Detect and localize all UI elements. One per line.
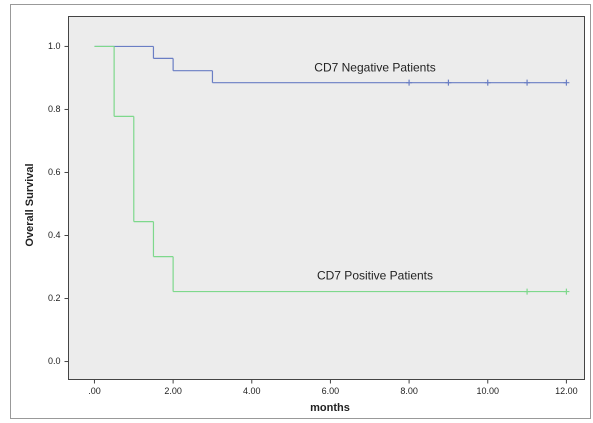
- censor-mark: [406, 79, 413, 86]
- x-tick-label: 12.00: [555, 386, 578, 396]
- x-axis-label: months: [310, 402, 350, 414]
- censor-mark: [445, 79, 452, 86]
- x-tick-label: 6.00: [322, 386, 340, 396]
- x-tick-label: 10.00: [476, 386, 499, 396]
- y-axis-label: Overall Survival: [24, 163, 36, 246]
- y-tick-label: 0.0: [48, 356, 61, 366]
- censor-mark: [563, 79, 570, 86]
- series-label: CD7 Positive Patients: [317, 269, 433, 283]
- y-tick-label: 0.4: [48, 230, 61, 240]
- y-tick-label: 1.0: [48, 41, 61, 51]
- series-label: CD7 Negative Patients: [314, 61, 435, 75]
- x-tick-label: 8.00: [400, 386, 418, 396]
- y-tick-label: 0.8: [48, 104, 61, 114]
- censor-mark: [524, 79, 531, 86]
- censor-mark: [524, 288, 531, 295]
- x-tick-label: .00: [88, 386, 101, 396]
- y-tick-label: 0.2: [48, 293, 61, 303]
- x-tick-label: 2.00: [164, 386, 182, 396]
- plot-area: [68, 16, 585, 380]
- censor-mark: [563, 288, 570, 295]
- censor-mark: [484, 79, 491, 86]
- x-tick-label: 4.00: [243, 386, 261, 396]
- y-tick-label: 0.6: [48, 167, 61, 177]
